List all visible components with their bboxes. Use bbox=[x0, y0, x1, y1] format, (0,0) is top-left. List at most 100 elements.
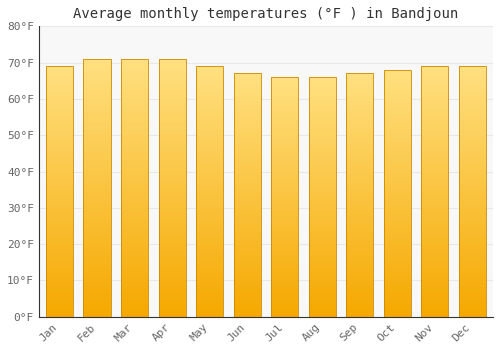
Bar bbox=[271, 243, 298, 244]
Bar bbox=[271, 283, 298, 285]
Bar bbox=[308, 77, 336, 317]
Bar bbox=[308, 228, 336, 229]
Bar bbox=[459, 106, 486, 107]
Bar bbox=[84, 285, 110, 286]
Bar bbox=[46, 176, 73, 178]
Bar bbox=[384, 304, 411, 306]
Bar bbox=[459, 229, 486, 230]
Bar bbox=[308, 196, 336, 197]
Bar bbox=[459, 133, 486, 134]
Bar bbox=[346, 194, 374, 195]
Bar bbox=[46, 184, 73, 185]
Bar bbox=[158, 274, 186, 275]
Bar bbox=[196, 289, 223, 290]
Bar bbox=[346, 201, 374, 202]
Bar bbox=[308, 79, 336, 81]
Bar bbox=[234, 127, 260, 128]
Bar bbox=[271, 228, 298, 229]
Bar bbox=[84, 153, 110, 154]
Bar bbox=[384, 300, 411, 301]
Bar bbox=[84, 86, 110, 87]
Bar bbox=[422, 185, 448, 187]
Bar bbox=[84, 132, 110, 134]
Bar bbox=[346, 109, 374, 110]
Bar bbox=[271, 187, 298, 189]
Bar bbox=[234, 91, 260, 92]
Bar bbox=[84, 181, 110, 183]
Bar bbox=[158, 135, 186, 136]
Bar bbox=[308, 308, 336, 310]
Bar bbox=[346, 173, 374, 174]
Bar bbox=[271, 205, 298, 206]
Bar bbox=[196, 287, 223, 288]
Bar bbox=[422, 214, 448, 215]
Bar bbox=[459, 85, 486, 86]
Bar bbox=[346, 160, 374, 161]
Bar bbox=[271, 149, 298, 150]
Bar bbox=[422, 129, 448, 130]
Bar bbox=[384, 289, 411, 291]
Bar bbox=[46, 111, 73, 113]
Bar bbox=[196, 115, 223, 116]
Bar bbox=[234, 291, 260, 293]
Bar bbox=[271, 128, 298, 130]
Bar bbox=[158, 203, 186, 205]
Bar bbox=[121, 315, 148, 317]
Bar bbox=[121, 265, 148, 267]
Bar bbox=[422, 183, 448, 184]
Bar bbox=[308, 306, 336, 307]
Bar bbox=[84, 107, 110, 108]
Bar bbox=[422, 158, 448, 159]
Bar bbox=[346, 193, 374, 194]
Bar bbox=[308, 264, 336, 265]
Bar bbox=[84, 148, 110, 149]
Bar bbox=[459, 286, 486, 287]
Bar bbox=[459, 130, 486, 131]
Bar bbox=[84, 259, 110, 260]
Bar bbox=[158, 126, 186, 127]
Bar bbox=[234, 276, 260, 278]
Bar bbox=[271, 132, 298, 133]
Bar bbox=[459, 271, 486, 272]
Bar bbox=[422, 79, 448, 80]
Bar bbox=[84, 300, 110, 301]
Bar bbox=[308, 276, 336, 277]
Bar bbox=[121, 288, 148, 290]
Bar bbox=[234, 120, 260, 121]
Bar bbox=[271, 79, 298, 81]
Bar bbox=[459, 268, 486, 269]
Bar bbox=[158, 75, 186, 76]
Bar bbox=[271, 251, 298, 252]
Bar bbox=[459, 288, 486, 289]
Bar bbox=[308, 263, 336, 264]
Bar bbox=[158, 189, 186, 190]
Bar bbox=[459, 135, 486, 136]
Bar bbox=[271, 181, 298, 183]
Bar bbox=[158, 78, 186, 79]
Bar bbox=[158, 125, 186, 126]
Bar bbox=[384, 267, 411, 269]
Bar bbox=[384, 310, 411, 312]
Bar bbox=[234, 238, 260, 239]
Bar bbox=[459, 174, 486, 175]
Bar bbox=[46, 260, 73, 262]
Bar bbox=[384, 272, 411, 274]
Bar bbox=[271, 119, 298, 120]
Bar bbox=[384, 177, 411, 178]
Bar bbox=[271, 268, 298, 269]
Bar bbox=[121, 157, 148, 158]
Bar bbox=[384, 101, 411, 102]
Bar bbox=[46, 298, 73, 299]
Bar bbox=[271, 195, 298, 196]
Bar bbox=[196, 204, 223, 205]
Bar bbox=[158, 59, 186, 317]
Bar bbox=[158, 171, 186, 173]
Bar bbox=[308, 217, 336, 218]
Bar bbox=[46, 116, 73, 118]
Bar bbox=[459, 224, 486, 225]
Bar bbox=[271, 262, 298, 263]
Bar bbox=[422, 114, 448, 115]
Bar bbox=[422, 273, 448, 274]
Bar bbox=[422, 164, 448, 165]
Bar bbox=[384, 139, 411, 140]
